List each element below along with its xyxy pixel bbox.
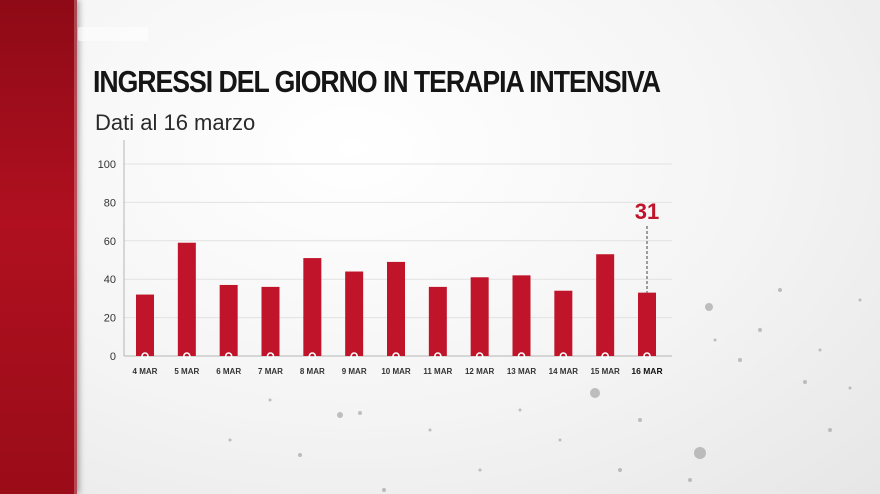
bar-base-marker	[559, 352, 568, 360]
decor-dot	[428, 428, 432, 432]
decor-dot	[590, 388, 600, 398]
decor-dot	[688, 478, 692, 482]
decor-dot	[558, 438, 562, 442]
bar-base-marker	[308, 352, 317, 360]
bar	[177, 242, 196, 356]
bar	[428, 286, 447, 356]
bar-base-marker	[266, 352, 275, 360]
y-tick-label: 60	[104, 236, 116, 248]
decor-dot	[298, 453, 302, 457]
bar-base-marker	[350, 352, 358, 360]
decor-dot	[705, 303, 713, 311]
x-tick-label: 6 MAR	[216, 367, 241, 376]
decor-dot	[713, 338, 717, 342]
y-tick-label: 40	[104, 274, 116, 286]
x-tick-label: 16 MAR	[631, 366, 662, 376]
highlight-callout: 31	[635, 199, 659, 293]
decor-dot	[618, 468, 622, 472]
decor-dot	[758, 328, 762, 332]
bar-base-marker	[601, 352, 609, 360]
x-tick-label: 13 MAR	[507, 367, 537, 376]
y-tick-label: 80	[104, 197, 116, 209]
bar	[638, 292, 656, 356]
bar-base-marker	[224, 352, 233, 360]
decor-dot	[694, 447, 706, 459]
decor-dot	[382, 488, 386, 492]
x-tick-label: 10 MAR	[381, 367, 411, 376]
y-tick-label: 0	[110, 351, 116, 363]
decorative-dots	[228, 288, 862, 492]
bar	[219, 284, 238, 356]
decor-dot	[778, 288, 782, 292]
decor-dot	[858, 298, 862, 302]
decor-dot	[738, 358, 742, 362]
bar-base-marker	[434, 352, 442, 360]
decor-dot	[518, 408, 522, 412]
bar	[261, 286, 280, 356]
chart-title: INGRESSI DEL GIORNO IN TERAPIA INTENSIVA	[93, 64, 661, 99]
decor-dot	[818, 348, 822, 352]
bar	[303, 258, 322, 356]
bar	[554, 290, 573, 356]
bar-base-marker	[392, 352, 400, 360]
bar	[596, 254, 615, 356]
callout-label: 31	[635, 199, 659, 224]
x-tick-label: 15 MAR	[590, 367, 620, 376]
broadcaster-logo	[78, 27, 148, 41]
y-tick-label: 20	[104, 313, 116, 325]
bar	[512, 275, 531, 356]
bar-base-marker	[643, 352, 651, 360]
bar-base-marker	[183, 352, 191, 360]
x-axis: 4 MAR 5 MAR 6 MAR 7 MAR 8 MAR 9 MAR 10 MAR 11 M…	[133, 366, 663, 376]
bar-base-marker	[475, 352, 484, 360]
bar	[470, 277, 489, 356]
x-tick-label: 8 MAR	[300, 367, 325, 376]
decor-dot	[848, 386, 852, 390]
decor-dot	[358, 411, 362, 415]
decor-dot	[638, 418, 642, 422]
y-axis: 0 20 40 60 80 100	[98, 159, 116, 363]
red-side-band	[0, 0, 77, 494]
chart-subtitle: Dati al 16 marzo	[95, 110, 256, 135]
bar-base-marker	[517, 352, 526, 360]
decor-dot	[337, 412, 343, 418]
decor-dot	[828, 428, 832, 432]
decor-dot	[803, 380, 807, 384]
decor-dot	[228, 438, 232, 442]
x-tick-label: 11 MAR	[423, 367, 452, 376]
y-tick-label: 100	[98, 159, 116, 171]
decor-dot	[478, 468, 482, 472]
bar	[345, 271, 364, 356]
x-tick-label: 7 MAR	[258, 367, 283, 376]
bar	[136, 294, 154, 356]
x-tick-label: 5 MAR	[174, 367, 199, 376]
decor-dot	[268, 398, 272, 402]
bar-base-marker	[141, 352, 149, 360]
bar	[387, 261, 405, 356]
x-tick-label: 4 MAR	[133, 367, 158, 376]
bars	[136, 242, 656, 360]
x-tick-label: 12 MAR	[465, 367, 495, 376]
x-tick-label: 9 MAR	[342, 367, 367, 376]
x-tick-label: 14 MAR	[549, 367, 579, 376]
